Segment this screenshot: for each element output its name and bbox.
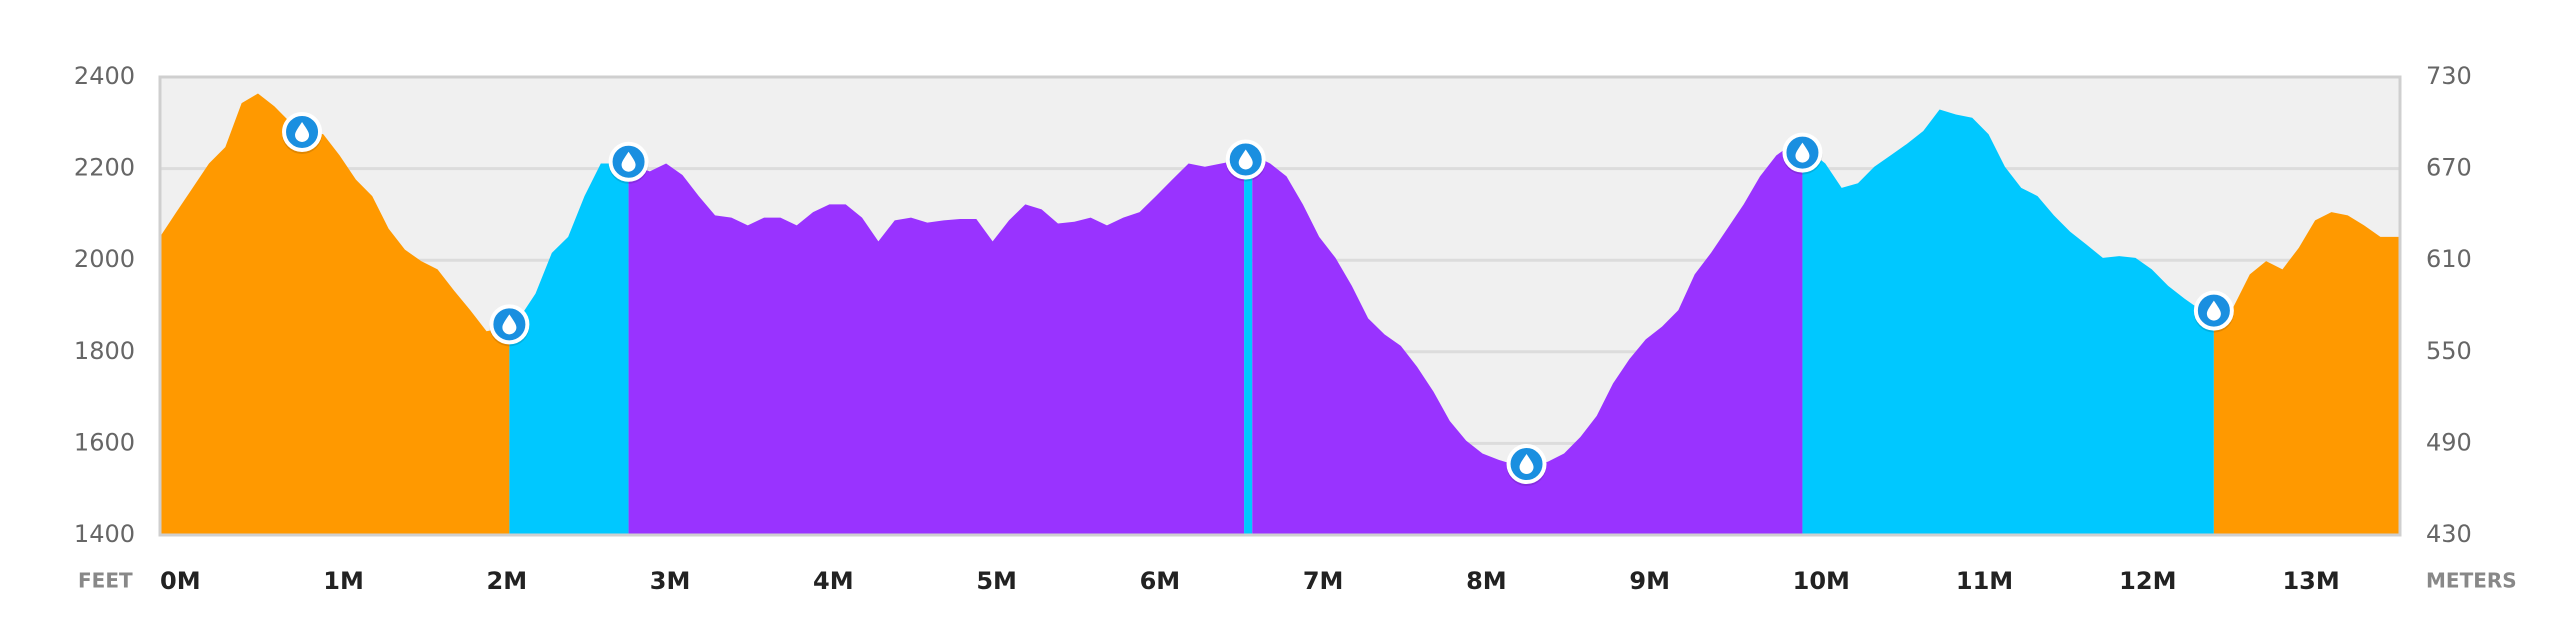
y2-tick-label: 610: [2426, 245, 2472, 273]
x-tick-label: 1M: [323, 567, 364, 595]
plot-border: [158, 75, 2402, 537]
x-tick-label: 9M: [1629, 567, 1670, 595]
elevation-area: [160, 93, 510, 535]
y2-axis-label: METERS: [2426, 569, 2517, 593]
y-tick-label: 1800: [74, 337, 135, 365]
water-marker: [1506, 444, 1547, 487]
y2-tick-label: 550: [2426, 337, 2472, 365]
y2-tick-label: 670: [2426, 154, 2472, 182]
water-marker: [608, 141, 649, 184]
y-tick-label: 2200: [74, 154, 135, 182]
water-marker: [1782, 132, 1823, 175]
y-tick-label: 1400: [74, 520, 135, 548]
elevation-area: [1244, 155, 1253, 535]
elevation-area: [2213, 212, 2400, 535]
x-tick-label: 0M: [160, 567, 201, 595]
x-tick-label: 11M: [1956, 567, 2013, 595]
y-tick-label: 2400: [74, 62, 135, 90]
x-tick-label: 8M: [1466, 567, 1507, 595]
elevation-area: [1802, 109, 2214, 535]
markers: [282, 111, 2234, 487]
x-tick-label: 13M: [2282, 567, 2339, 595]
y-tick-label: 1600: [74, 428, 135, 456]
labels: 1400 1600 1800 2000 2200 2400 430 490 550 610 670 7…: [74, 62, 2472, 595]
x-tick-label: 5M: [976, 567, 1017, 595]
y2-tick-label: 490: [2426, 428, 2472, 456]
y2-tick-label: 730: [2426, 62, 2472, 90]
water-marker: [2193, 290, 2234, 333]
y-axis-label: FEET: [78, 569, 133, 593]
x-tick-label: 4M: [813, 567, 854, 595]
water-marker: [489, 304, 530, 347]
x-tick-label: 3M: [650, 567, 691, 595]
y2-tick-label: 430: [2426, 520, 2472, 548]
x-tick-label: 10M: [1793, 567, 1850, 595]
x-tick-label: 2M: [487, 567, 528, 595]
elevation-area: [628, 158, 1245, 535]
x-tick-label: 6M: [1140, 567, 1181, 595]
x-tick-label: 12M: [2119, 567, 2176, 595]
areas: [160, 93, 2400, 535]
y-tick-label: 2000: [74, 245, 135, 273]
elevation-area: [1252, 143, 1803, 535]
water-marker: [282, 111, 323, 154]
x-tick-label: 7M: [1303, 567, 1344, 595]
elevation-area: [509, 163, 629, 535]
water-marker: [1225, 139, 1266, 182]
